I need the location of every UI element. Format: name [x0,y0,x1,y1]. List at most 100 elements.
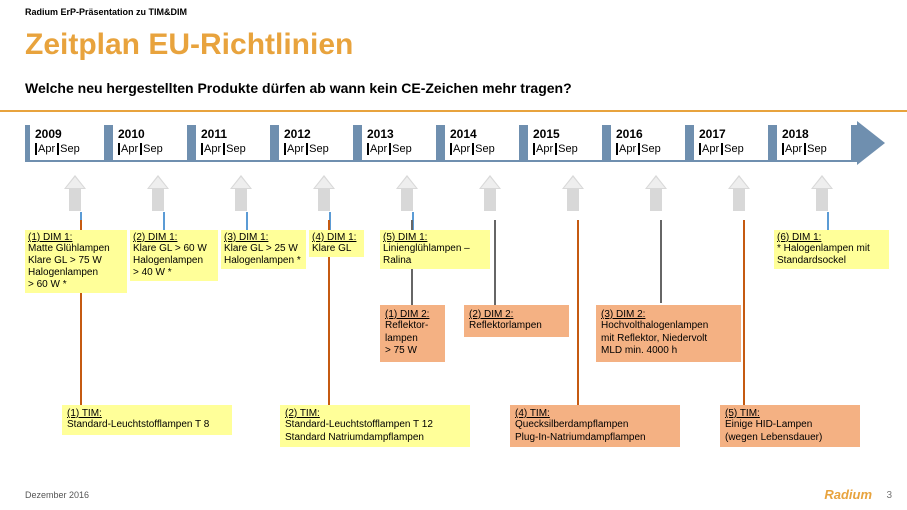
year-label: 2011 [201,127,265,141]
month-label: Apr [370,143,387,155]
up-arrow-icon [147,175,169,211]
month-cell: Apr [284,143,304,155]
up-arrow-icon [479,175,501,211]
month-cell: Apr [533,143,553,155]
tick-icon [699,143,701,155]
connector-line [827,212,829,232]
note-line: lampen [385,333,440,346]
note-line: Standard-Leuchtstofflampen T 8 [67,419,227,432]
footer-date: Dezember 2016 [25,490,89,500]
month-label: Sep [641,143,661,155]
month-label: Sep [558,143,578,155]
tick-icon [721,143,723,155]
year-label: 2010 [118,127,182,141]
dim2-note: (2) DIM 2:Reflektorlampen [464,305,569,337]
months-row: Apr Sep [616,143,680,155]
months-row: Apr Sep [118,143,182,155]
dim1-note: (6) DIM 1:* Halogenlampen mitStandardsoc… [774,230,889,269]
note-line: Standardsockel [777,255,886,267]
month-label: Apr [536,143,553,155]
month-cell: Apr [699,143,719,155]
tick-icon [201,143,203,155]
month-label: Sep [724,143,744,155]
month-cell: Apr [450,143,470,155]
year-block: 2013 AprSep [362,124,436,160]
tick-icon [57,143,59,155]
months-row: AprSep [367,143,431,155]
note-line: Reflektor- [385,320,440,333]
note-line: Klare GL > 25 W [224,243,303,255]
year-block: 2018AprSep [777,124,851,160]
up-arrow-icon [313,175,335,211]
tick-icon [367,143,369,155]
note-line: Klare GL [312,243,361,255]
tim-note: (4) TIM:QuecksilberdampflampenPlug-In-Na… [510,405,680,447]
footer-page-number: 3 [886,490,892,501]
month-cell: Sep [555,143,578,155]
note-title: (3) DIM 1: [224,232,303,243]
note-line: Matte Glühlampen [28,243,124,255]
note-title: (6) DIM 1: [777,232,886,243]
month-cell: Sep [389,143,412,155]
note-title: (2) DIM 2: [469,309,564,320]
month-label: Apr [204,143,221,155]
timeline-arrow-head-icon [857,121,885,165]
year-block: 2011 Apr Sep [196,124,270,160]
month-label: Apr [702,143,719,155]
month-label: Apr [453,143,470,155]
connector-line [163,212,165,232]
tick-icon [555,143,557,155]
note-line: Standard Natriumdampflampen [285,432,465,445]
year-block: 2010 Apr Sep [113,124,187,160]
note-line: Ralina [383,255,487,267]
tick-icon [804,143,806,155]
connector-line [660,220,662,303]
month-cell: Apr [367,143,387,155]
tim-note: (2) TIM:Standard-Leuchtstofflampen T 12S… [280,405,470,447]
year-label: 2014 [450,127,514,141]
month-cell: Sep [638,143,661,155]
month-cell: Apr [118,143,138,155]
note-title: (5) DIM 1: [383,232,487,243]
month-cell: Sep [57,143,80,155]
months-row: Apr Sep [450,143,514,155]
month-label: Sep [143,143,163,155]
note-line: mit Reflektor, Niedervolt [601,333,736,346]
note-line: > 40 W * [133,267,215,279]
note-title: (2) TIM: [285,408,465,419]
year-label: 2018 [782,127,846,141]
dim1-note: (1) DIM 1:Matte GlühlampenKlare GL > 75 … [25,230,127,293]
tick-icon [638,143,640,155]
year-block: 2016AprSep [611,124,685,160]
note-title: (5) TIM: [725,408,855,419]
year-label: 2017 [699,127,763,141]
tick-icon [782,143,784,155]
dim2-note: (3) DIM 2:Hochvolthalogenlampenmit Refle… [596,305,741,362]
up-arrow-icon [396,175,418,211]
dim1-note: (4) DIM 1:Klare GL [309,230,364,257]
subtitle: Welche neu hergestellten Produkte dürfen… [25,80,572,96]
year-block: 2009AprSep [30,124,104,160]
up-arrow-icon [562,175,584,211]
note-title: (1) DIM 1: [28,232,124,243]
note-title: (3) DIM 2: [601,309,736,320]
note-line: > 60 W * [28,279,124,291]
month-label: Sep [475,143,495,155]
note-line: * Halogenlampen mit [777,243,886,255]
up-arrow-icon [728,175,750,211]
months-row: AprSep [284,143,348,155]
up-arrow-icon [811,175,833,211]
tick-icon [223,143,225,155]
tick-icon [450,143,452,155]
year-label: 2015 [533,127,597,141]
up-arrow-icon [645,175,667,211]
note-line: Halogenlampen [133,255,215,267]
year-label: 2013 [367,127,431,141]
supertitle: Radium ErP-Präsentation zu TIM&DIM [25,7,187,17]
connector-line [743,220,745,405]
note-title: (1) TIM: [67,408,227,419]
month-label: Apr [619,143,636,155]
month-label: Sep [226,143,246,155]
dim1-note: (2) DIM 1:Klare GL > 60 WHalogenlampen> … [130,230,218,281]
months-row: Apr Sep [533,143,597,155]
